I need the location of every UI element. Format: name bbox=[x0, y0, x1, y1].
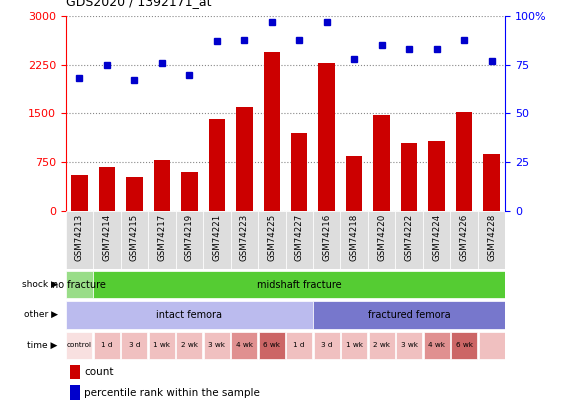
Bar bbox=[291, 133, 307, 211]
Bar bbox=[149, 332, 175, 359]
Bar bbox=[66, 301, 313, 328]
Bar bbox=[478, 211, 505, 269]
Text: GSM74214: GSM74214 bbox=[102, 213, 111, 261]
Text: 6 wk: 6 wk bbox=[263, 342, 280, 348]
Bar bbox=[395, 211, 423, 269]
Bar bbox=[451, 211, 478, 269]
Bar bbox=[70, 365, 80, 379]
Bar bbox=[286, 211, 313, 269]
Text: GSM74215: GSM74215 bbox=[130, 213, 139, 261]
Bar bbox=[346, 156, 363, 211]
Bar bbox=[313, 211, 340, 269]
Bar bbox=[369, 332, 395, 359]
Text: 3 d: 3 d bbox=[321, 342, 332, 348]
Bar bbox=[208, 119, 225, 211]
Text: 1 d: 1 d bbox=[101, 342, 112, 348]
Text: no fracture: no fracture bbox=[53, 279, 106, 290]
Text: GSM74221: GSM74221 bbox=[212, 213, 222, 261]
Bar bbox=[424, 332, 449, 359]
Bar bbox=[373, 115, 390, 211]
Bar bbox=[203, 211, 231, 269]
Bar bbox=[313, 301, 505, 328]
Text: other ▶: other ▶ bbox=[24, 310, 58, 320]
Bar bbox=[126, 177, 143, 211]
Text: time ▶: time ▶ bbox=[27, 341, 58, 350]
Bar bbox=[176, 211, 203, 269]
Text: 2 wk: 2 wk bbox=[181, 342, 198, 348]
Bar bbox=[478, 332, 505, 359]
Bar bbox=[148, 211, 176, 269]
Text: GSM74223: GSM74223 bbox=[240, 213, 249, 261]
Bar bbox=[120, 211, 148, 269]
Bar bbox=[396, 332, 422, 359]
Bar bbox=[401, 143, 417, 211]
Text: GSM74228: GSM74228 bbox=[487, 213, 496, 261]
Bar bbox=[231, 211, 258, 269]
Text: 1 d: 1 d bbox=[293, 342, 305, 348]
Text: GSM74213: GSM74213 bbox=[75, 213, 84, 261]
Text: intact femora: intact femora bbox=[156, 310, 222, 320]
Bar bbox=[428, 141, 445, 211]
Bar bbox=[340, 211, 368, 269]
Text: midshaft fracture: midshaft fracture bbox=[257, 279, 341, 290]
Text: GSM74217: GSM74217 bbox=[158, 213, 166, 261]
Bar bbox=[181, 173, 198, 211]
Bar bbox=[483, 154, 500, 211]
Text: 1 wk: 1 wk bbox=[345, 342, 363, 348]
Text: GSM74218: GSM74218 bbox=[349, 213, 359, 261]
Bar bbox=[154, 160, 170, 211]
Text: shock ▶: shock ▶ bbox=[22, 280, 58, 289]
Bar bbox=[94, 332, 120, 359]
Text: GSM74225: GSM74225 bbox=[267, 213, 276, 261]
Text: 4 wk: 4 wk bbox=[428, 342, 445, 348]
Bar bbox=[263, 52, 280, 211]
Text: fractured femora: fractured femora bbox=[368, 310, 451, 320]
Text: GSM74226: GSM74226 bbox=[460, 213, 469, 261]
Bar bbox=[456, 112, 472, 211]
Text: GDS2020 / 1392171_at: GDS2020 / 1392171_at bbox=[66, 0, 211, 9]
Text: GSM74227: GSM74227 bbox=[295, 213, 304, 261]
Bar bbox=[319, 63, 335, 211]
Text: GSM74224: GSM74224 bbox=[432, 213, 441, 261]
Text: GSM74222: GSM74222 bbox=[405, 213, 413, 261]
Bar bbox=[231, 332, 257, 359]
Bar bbox=[204, 332, 230, 359]
Bar bbox=[258, 211, 286, 269]
Bar bbox=[341, 332, 367, 359]
Bar bbox=[236, 107, 252, 211]
Bar bbox=[66, 332, 93, 359]
Bar bbox=[122, 332, 147, 359]
Text: 3 wk: 3 wk bbox=[401, 342, 417, 348]
Text: GSM74220: GSM74220 bbox=[377, 213, 386, 261]
Text: 4 wk: 4 wk bbox=[236, 342, 253, 348]
Text: 3 wk: 3 wk bbox=[208, 342, 226, 348]
Text: GSM74216: GSM74216 bbox=[322, 213, 331, 261]
Bar bbox=[451, 332, 477, 359]
Text: control: control bbox=[67, 342, 92, 348]
Bar bbox=[259, 332, 285, 359]
Bar bbox=[286, 332, 312, 359]
Bar bbox=[93, 211, 120, 269]
Bar bbox=[71, 175, 88, 211]
Bar bbox=[176, 332, 202, 359]
Bar bbox=[66, 271, 93, 298]
Text: percentile rank within the sample: percentile rank within the sample bbox=[84, 388, 260, 398]
Bar bbox=[99, 167, 115, 211]
Text: 1 wk: 1 wk bbox=[154, 342, 170, 348]
Bar bbox=[314, 332, 340, 359]
Text: count: count bbox=[84, 367, 114, 377]
Bar bbox=[423, 211, 451, 269]
Text: 3 d: 3 d bbox=[128, 342, 140, 348]
Text: GSM74219: GSM74219 bbox=[185, 213, 194, 261]
Text: 2 wk: 2 wk bbox=[373, 342, 390, 348]
Bar bbox=[70, 386, 80, 400]
Bar bbox=[66, 211, 93, 269]
Bar bbox=[368, 211, 395, 269]
Text: 6 wk: 6 wk bbox=[456, 342, 473, 348]
